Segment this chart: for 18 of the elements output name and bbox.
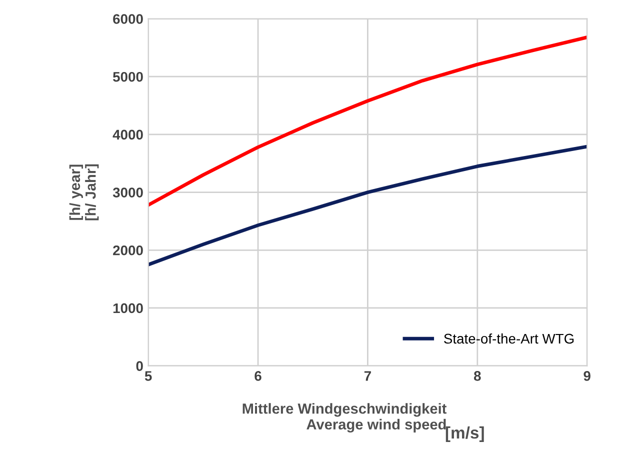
text: [m/s] <box>446 426 484 442</box>
y-tick-label: 4000 <box>112 130 143 140</box>
y-tick-label: 1000 <box>113 303 143 314</box>
x-axis-title: Mittlere Windgeschwindigkeit Average wind speed <box>242 403 447 433</box>
y-tick-label: 2000 <box>113 245 143 256</box>
y-tick-label: 3000 <box>112 188 143 198</box>
line-series <box>148 144 588 266</box>
legend-label: State-of-the-Art WTG <box>444 333 574 344</box>
x-tick-label: 7 <box>364 371 371 381</box>
y-tick-label: 5000 <box>112 72 143 82</box>
x-tick-label: 5 <box>144 371 152 381</box>
line-series <box>148 36 588 207</box>
y-axis-title: [h/ year] [h/ Jahr] <box>69 164 99 220</box>
x-tick-label: 9 <box>584 371 590 381</box>
x-tick-label: 6 <box>254 371 262 381</box>
x-tick-label: 8 <box>474 371 481 381</box>
y-tick-label: 0 <box>136 361 143 371</box>
y-tick-label: 6000 <box>113 14 143 24</box>
